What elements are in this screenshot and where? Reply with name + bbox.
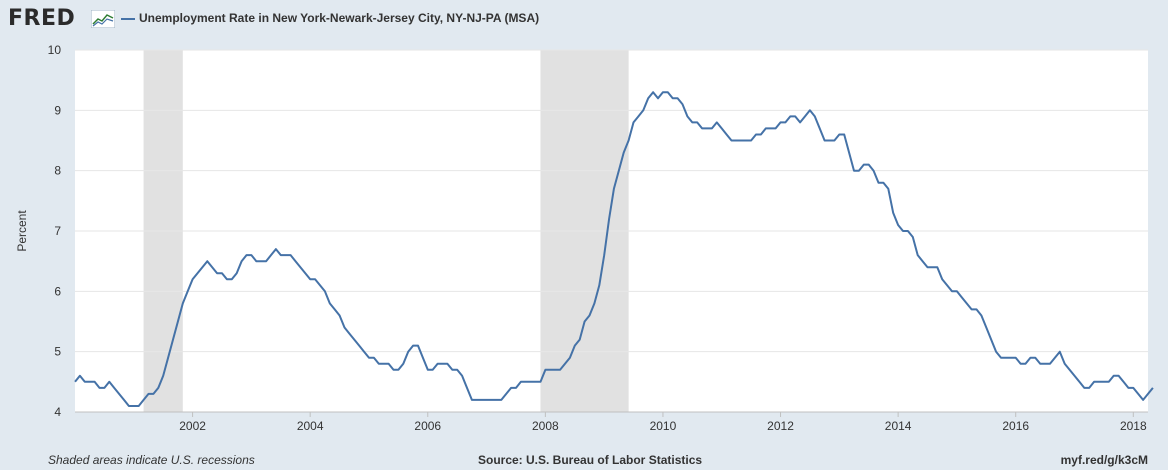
y-tick-label: 10 bbox=[48, 43, 62, 57]
x-tick-label: 2018 bbox=[1120, 419, 1147, 433]
x-tick-label: 2004 bbox=[297, 419, 324, 433]
recession-band-1 bbox=[143, 50, 183, 412]
chart-title: Unemployment Rate in New York-Newark-Jer… bbox=[139, 11, 540, 25]
short-link[interactable]: myf.red/g/k3cM bbox=[1060, 453, 1148, 467]
legend-line-swatch bbox=[121, 18, 135, 20]
y-tick-label: 5 bbox=[54, 345, 61, 359]
y-tick-label: 7 bbox=[54, 224, 61, 238]
x-tick-label: 2006 bbox=[414, 419, 441, 433]
fred-logo[interactable]: FRED bbox=[8, 6, 76, 31]
x-tick-label: 2014 bbox=[885, 419, 912, 433]
gridlines bbox=[75, 49, 1148, 413]
x-tick-label: 2010 bbox=[650, 419, 677, 433]
x-tick-label: 2012 bbox=[767, 419, 794, 433]
x-tick-label: 2016 bbox=[1002, 419, 1029, 433]
plot-background bbox=[75, 50, 1148, 412]
x-tick-label: 2002 bbox=[179, 419, 206, 433]
series-line bbox=[74, 91, 1154, 407]
recession-band-2 bbox=[540, 50, 629, 412]
recession-note: Shaded areas indicate U.S. recessions bbox=[48, 453, 255, 467]
y-axis-ticks: 4 5 6 7 8 9 10 bbox=[48, 43, 62, 419]
x-tick-label: 2008 bbox=[532, 419, 559, 433]
y-tick-label: 4 bbox=[54, 405, 61, 419]
x-axis-ticks: 2002 2004 2006 2008 2010 2012 2014 2016 2018 bbox=[179, 412, 1147, 433]
y-tick-label: 6 bbox=[54, 284, 61, 298]
source-note: Source: U.S. Bureau of Labor Statistics bbox=[478, 453, 703, 467]
fred-graph-icon bbox=[91, 10, 115, 28]
y-tick-label: 9 bbox=[54, 103, 61, 117]
y-axis-label: Percent bbox=[15, 210, 29, 252]
recession-shading-group bbox=[143, 50, 629, 412]
chart-header: FRED Unemployment Rate in New York-Newar… bbox=[0, 0, 1168, 40]
y-tick-label: 8 bbox=[54, 164, 61, 178]
